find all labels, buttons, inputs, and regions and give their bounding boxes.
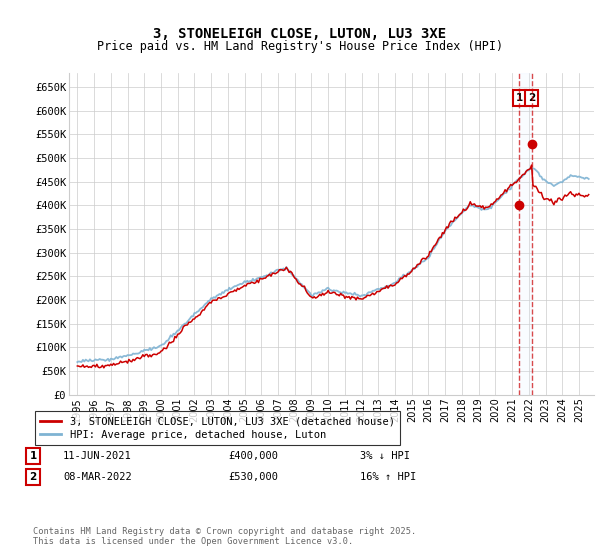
Legend: 3, STONELEIGH CLOSE, LUTON, LU3 3XE (detached house), HPI: Average price, detach: 3, STONELEIGH CLOSE, LUTON, LU3 3XE (det…: [35, 411, 400, 445]
Text: 2: 2: [29, 472, 37, 482]
Text: 08-MAR-2022: 08-MAR-2022: [63, 472, 132, 482]
Text: 1: 1: [29, 451, 37, 461]
Text: 11-JUN-2021: 11-JUN-2021: [63, 451, 132, 461]
Text: Contains HM Land Registry data © Crown copyright and database right 2025.
This d: Contains HM Land Registry data © Crown c…: [33, 526, 416, 546]
Text: £400,000: £400,000: [228, 451, 278, 461]
Text: £530,000: £530,000: [228, 472, 278, 482]
Text: 3% ↓ HPI: 3% ↓ HPI: [360, 451, 410, 461]
Text: Price paid vs. HM Land Registry's House Price Index (HPI): Price paid vs. HM Land Registry's House …: [97, 40, 503, 53]
Text: 2: 2: [528, 93, 535, 103]
Text: 3, STONELEIGH CLOSE, LUTON, LU3 3XE: 3, STONELEIGH CLOSE, LUTON, LU3 3XE: [154, 27, 446, 41]
Text: 1: 1: [516, 93, 523, 103]
Bar: [520, 73, 532, 395]
Text: 16% ↑ HPI: 16% ↑ HPI: [360, 472, 416, 482]
